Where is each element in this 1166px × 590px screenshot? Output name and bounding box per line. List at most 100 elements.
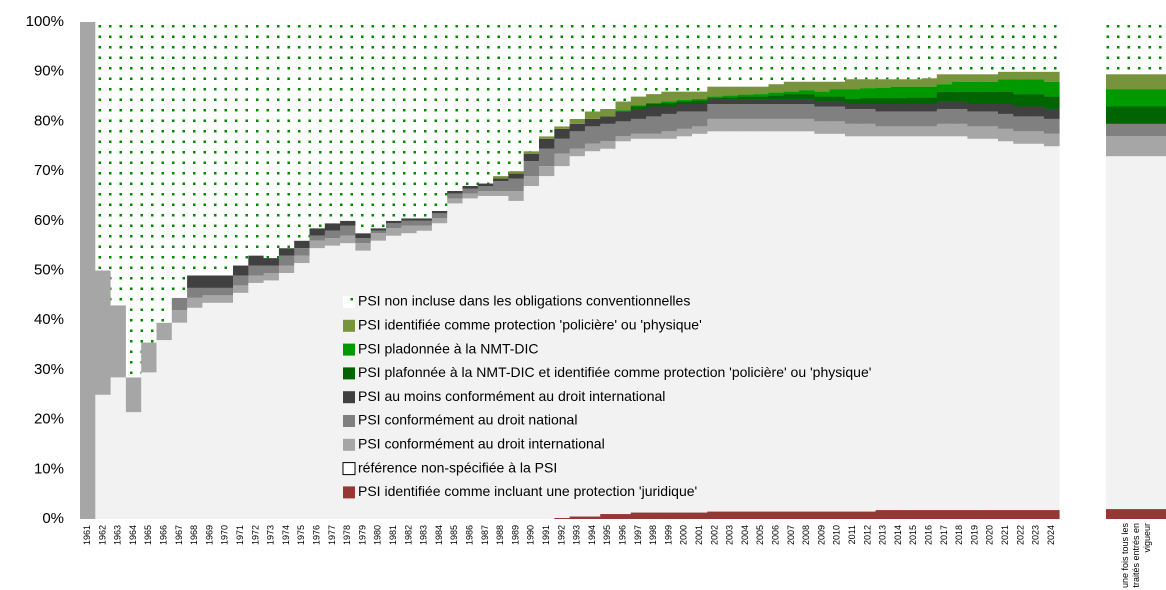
bar-segment xyxy=(615,110,632,112)
bar-segment xyxy=(646,116,662,134)
bar-segment xyxy=(998,79,1014,92)
bar-segment xyxy=(248,265,264,276)
bar-segment xyxy=(676,104,693,112)
x-tick-label: 2015 xyxy=(908,525,918,545)
bar-segment xyxy=(692,100,708,105)
bar-segment xyxy=(768,131,785,512)
y-tick-label: 40% xyxy=(34,311,64,328)
x-tick-label: 1969 xyxy=(204,525,214,545)
bar-segment xyxy=(722,99,739,105)
bar-segment xyxy=(340,225,356,236)
bar-segment xyxy=(890,79,907,87)
bar-segment xyxy=(753,118,769,132)
bar-segment xyxy=(278,248,295,256)
bar-segment xyxy=(248,22,264,256)
bar-segment xyxy=(263,22,280,259)
bar-segment xyxy=(692,22,708,92)
bar-segment xyxy=(416,218,433,221)
bar-segment xyxy=(722,104,739,119)
bar-segment xyxy=(936,22,953,75)
bar-segment xyxy=(722,22,739,87)
bar-segment xyxy=(890,510,907,519)
bar-segment xyxy=(799,94,815,100)
bar-segment xyxy=(875,510,892,519)
bar-segment xyxy=(646,133,662,139)
bar-segment xyxy=(1028,94,1045,107)
bar-segment xyxy=(630,133,647,139)
bar-segment xyxy=(493,195,509,519)
bar-segment xyxy=(615,136,632,142)
bar-segment xyxy=(1028,22,1045,72)
bar-segment xyxy=(906,86,922,98)
bar-segment xyxy=(814,121,831,134)
x-tick-label: 1961 xyxy=(82,525,92,545)
bar-segment xyxy=(814,511,831,519)
bar-segment xyxy=(875,98,892,105)
bar-segment xyxy=(156,340,173,519)
bar-segment xyxy=(661,101,678,104)
bar-segment xyxy=(554,128,570,139)
bar-segment xyxy=(554,126,570,129)
bar-segment xyxy=(890,111,907,127)
bar-segment xyxy=(447,22,463,191)
bar-segment xyxy=(890,136,907,511)
bar-segment xyxy=(401,218,417,221)
bar-segment xyxy=(386,235,402,519)
x-tick-label: 2016 xyxy=(924,525,934,545)
bar-segment xyxy=(860,22,876,80)
bar-segment xyxy=(998,128,1014,142)
x-tick-label: 1985 xyxy=(449,525,459,545)
bar-segment xyxy=(584,143,601,152)
bar-segment xyxy=(936,74,953,85)
bar-segment xyxy=(860,88,876,99)
bar-segment xyxy=(814,106,831,122)
bar-segment xyxy=(554,166,570,519)
bar-segment xyxy=(202,275,219,288)
bar-segment xyxy=(569,156,586,517)
bar-segment xyxy=(967,91,984,105)
bar-segment xyxy=(875,136,892,511)
bar-segment xyxy=(493,178,509,182)
bar-segment xyxy=(967,22,984,75)
bar-segment xyxy=(1028,79,1045,95)
bar-segment xyxy=(355,250,372,519)
bar-segment xyxy=(860,136,876,512)
bar-segment xyxy=(875,79,892,88)
x-tick-label: 1982 xyxy=(403,525,413,545)
bar-segment xyxy=(967,111,984,127)
bar-segment xyxy=(845,123,861,137)
bar-segment xyxy=(462,188,479,194)
x-tick-label: 1970 xyxy=(220,525,230,545)
bar-segment xyxy=(875,22,892,80)
bar-segment xyxy=(447,198,463,204)
bar-segment xyxy=(202,295,219,303)
bar-segment xyxy=(340,22,356,221)
bar-segment xyxy=(906,111,922,127)
bar-segment xyxy=(110,305,127,378)
bar-segment xyxy=(1043,81,1060,97)
bar-segment xyxy=(890,104,907,112)
bar-segment xyxy=(845,511,861,519)
x-tick-label: 1986 xyxy=(465,525,475,545)
bar-segment xyxy=(248,255,264,266)
bar-segment xyxy=(707,118,723,132)
bar-segment xyxy=(799,511,815,519)
bar-segment xyxy=(676,512,693,519)
bar-segment xyxy=(921,510,938,519)
bar-segment xyxy=(1106,89,1166,107)
bar-segment xyxy=(370,240,387,519)
bar-segment xyxy=(233,22,249,266)
x-tick-label: 1979 xyxy=(357,525,367,545)
x-tick-label: 1991 xyxy=(541,525,551,545)
legend-label: référence non-spécifiée à la PSI xyxy=(358,459,557,475)
bar-segment xyxy=(952,22,968,75)
bar-segment xyxy=(829,106,846,122)
bar-segment xyxy=(355,22,372,234)
bar-segment xyxy=(753,104,769,119)
bar-segment xyxy=(156,22,173,323)
bar-segment xyxy=(707,99,723,105)
bar-segment xyxy=(875,126,892,137)
bar-segment xyxy=(539,148,555,167)
x-tick-label: 1980 xyxy=(373,525,383,545)
bar-segment xyxy=(906,136,922,511)
